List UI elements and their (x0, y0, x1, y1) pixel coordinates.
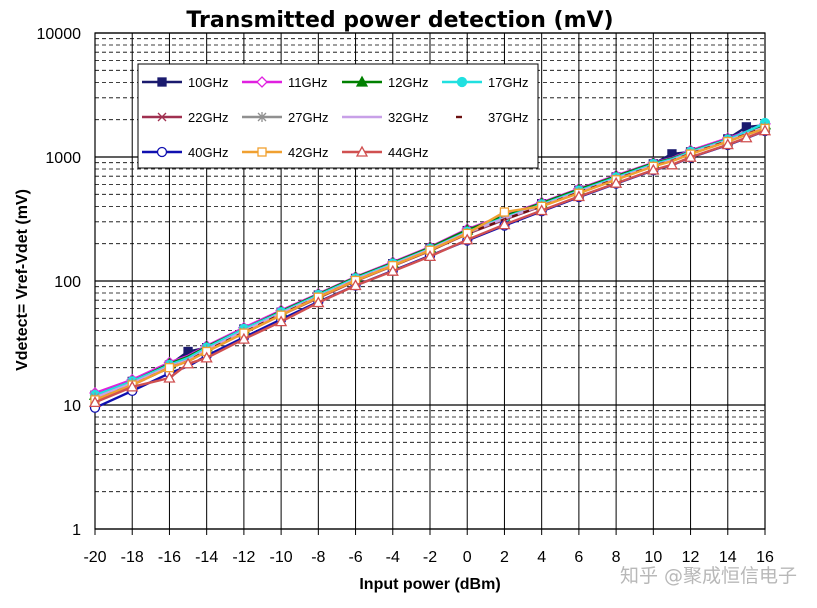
series-44GHz (88, 124, 772, 408)
legend-item: 44GHz (342, 145, 428, 160)
data-point (88, 396, 102, 408)
x-tick-label: -4 (386, 549, 400, 566)
legend-label: 17GHz (488, 75, 528, 90)
legend-item: 22GHz (142, 110, 228, 125)
legend-label: 42GHz (288, 145, 328, 160)
legend-item: 27GHz (242, 110, 328, 125)
x-tick-label: -20 (83, 549, 106, 566)
data-point (237, 332, 250, 344)
legend-item: 12GHz (342, 75, 428, 90)
data-point (740, 131, 753, 143)
legend-marker (456, 76, 468, 88)
legend-item: 32GHz (342, 110, 428, 125)
x-tick-label: -6 (348, 549, 362, 566)
legend-marker (355, 75, 369, 87)
x-tick-label: -12 (232, 549, 255, 566)
legend-label: 40GHz (188, 145, 228, 160)
data-point (572, 190, 585, 202)
legend-label: 11GHz (288, 75, 328, 90)
x-tick-label: 0 (463, 549, 472, 566)
x-tick-label: 8 (612, 549, 621, 566)
data-point (163, 371, 176, 383)
ticks: -20 -18 -16 -14 -12 -10 -8 -6 -4 -2 0 2 4 6 8 10 12 14 161… (37, 26, 775, 566)
legend-label: 10GHz (188, 75, 228, 90)
legend-marker (257, 147, 267, 157)
legend-label: 44GHz (388, 145, 428, 160)
data-point (200, 351, 213, 363)
x-tick-label: 10 (644, 549, 662, 566)
data-point (499, 207, 510, 217)
x-tick-label: 6 (574, 549, 583, 566)
data-point (758, 124, 772, 136)
data-point (349, 279, 362, 291)
data-point (181, 357, 195, 369)
data-point (647, 163, 660, 175)
data-point (498, 218, 511, 230)
legend-label: 32GHz (388, 110, 428, 125)
x-tick-label: 14 (719, 549, 737, 566)
y-tick-label: 10000 (37, 26, 82, 43)
y-tick-label: 1 (72, 522, 81, 539)
y-tick-label: 1000 (45, 150, 81, 167)
data-point (721, 138, 734, 150)
x-tick-label: -8 (311, 549, 325, 566)
x-tick-label: -14 (195, 549, 218, 566)
legend-item: 37GHz (456, 110, 528, 125)
chart-title: Transmitted power detection (mV) (186, 8, 613, 33)
series-line (94, 127, 766, 402)
legend-item: 11GHz (242, 75, 328, 90)
legend-item: 40GHz (142, 145, 228, 160)
legend-label: 22GHz (188, 110, 228, 125)
x-tick-label: 16 (756, 549, 774, 566)
data-point (312, 296, 325, 308)
legend: 10GHz 11GHz 12GHz 17GHz 22GHz 27GHz 32GHz 37GHz… (137, 63, 539, 169)
legend-marker (156, 146, 168, 158)
data-point (164, 363, 175, 373)
data-point (665, 158, 679, 170)
legend-marker (157, 77, 167, 87)
data-point (610, 176, 623, 188)
legend-item: 42GHz (242, 145, 328, 160)
data-point (684, 150, 697, 162)
legend-item: 17GHz (442, 75, 528, 90)
legend-marker (257, 112, 267, 122)
series-layer (88, 117, 772, 413)
watermark: 知乎 @聚成恒信电子 (620, 565, 797, 587)
x-tick-label: 12 (682, 549, 700, 566)
x-tick-label: -2 (423, 549, 437, 566)
data-point (126, 380, 139, 392)
data-point (275, 315, 288, 327)
legend-marker (256, 76, 268, 88)
x-tick-label: -10 (270, 549, 293, 566)
series-line (94, 129, 766, 404)
x-tick-label: 2 (500, 549, 509, 566)
data-point (461, 233, 474, 245)
data-point (423, 250, 437, 262)
y-tick-label: 100 (54, 274, 81, 291)
legend-label: 37GHz (488, 110, 528, 125)
y-axis-label: Vdetect= Vref-Vdet (mV) (14, 189, 31, 371)
legend-item: 10GHz (142, 75, 228, 90)
x-tick-label: -16 (158, 549, 181, 566)
legend-marker (157, 112, 167, 122)
x-axis-label: Input power (dBm) (359, 576, 500, 593)
legend-marker (355, 145, 369, 157)
legend-label: 27GHz (288, 110, 328, 125)
x-tick-label: 4 (537, 549, 546, 566)
legend-label: 12GHz (388, 75, 428, 90)
data-point (386, 264, 399, 276)
x-tick-label: -18 (121, 549, 144, 566)
y-tick-label: 10 (63, 398, 81, 415)
data-point (535, 204, 548, 216)
